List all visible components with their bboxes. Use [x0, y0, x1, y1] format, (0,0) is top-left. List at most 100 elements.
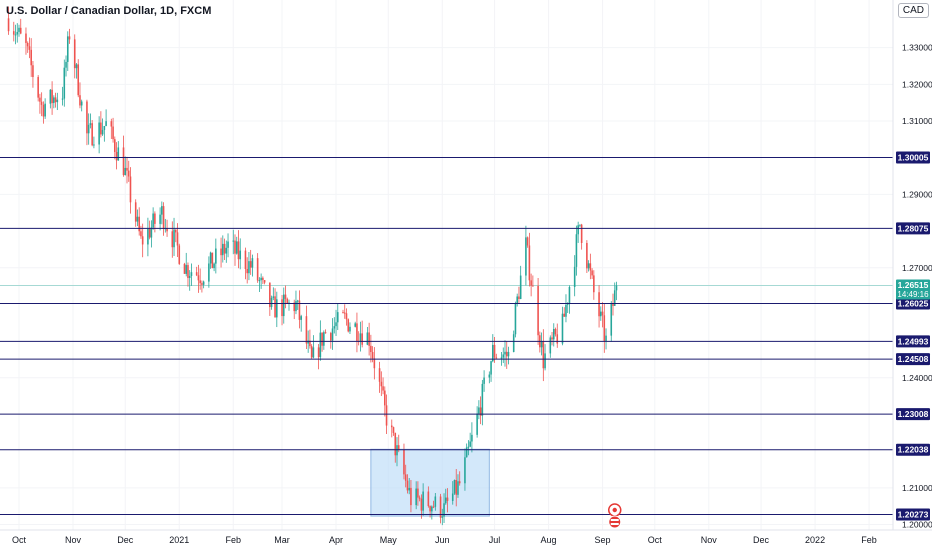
candle-body	[418, 497, 421, 499]
level-label-bg	[896, 353, 930, 366]
candle-down	[32, 60, 34, 88]
candle-up	[63, 59, 66, 107]
candle-down	[134, 199, 137, 227]
candle-body	[14, 34, 17, 36]
candle-down	[195, 266, 198, 277]
candle-up	[568, 285, 571, 314]
candle-up	[481, 379, 484, 426]
candle-body	[222, 243, 224, 256]
candle-up	[504, 340, 506, 367]
flag-event-icon[interactable]	[608, 515, 622, 529]
candle-body	[361, 333, 363, 345]
candle-body	[262, 277, 264, 281]
candle-down	[211, 252, 214, 269]
event-icon-flag-circle	[608, 515, 622, 529]
candle-body	[479, 407, 482, 416]
level-label-text: 1.24993	[898, 336, 929, 346]
candle-up	[105, 109, 107, 127]
candle-down	[7, 6, 10, 35]
candle-up	[490, 360, 492, 382]
candle-down	[601, 302, 604, 328]
candle-down	[187, 262, 189, 287]
candle-body	[173, 229, 175, 248]
candle-up	[159, 207, 161, 231]
price-axis[interactable]: 1.33000 1.32000 1.31000 1.29000 1.27000 1.240…	[892, 0, 932, 530]
candle-down	[223, 238, 226, 260]
candle-body	[272, 296, 275, 298]
level-price-label: 1.30005	[896, 151, 930, 164]
candle-down	[220, 237, 222, 268]
x-tick-label: Oct	[648, 535, 663, 545]
x-tick-label: Aug	[541, 535, 557, 545]
candle-up	[248, 252, 250, 281]
candle-up	[49, 89, 52, 109]
countdown-text: 14:49:16	[897, 290, 929, 299]
candle-up	[615, 281, 618, 301]
candle-down	[446, 488, 449, 513]
economic-event-icon[interactable]	[607, 503, 622, 517]
x-tick-label: 2021	[169, 535, 189, 545]
candle-down	[174, 229, 177, 243]
candle-body	[211, 252, 214, 269]
candle-up	[270, 295, 273, 310]
candle-body	[530, 280, 532, 286]
candle-up	[136, 209, 139, 227]
candle-body	[514, 303, 517, 335]
candle-body	[171, 231, 174, 248]
candle-body	[18, 27, 20, 32]
candle-down	[25, 27, 27, 55]
demand-zone-box	[370, 448, 490, 517]
candle-body	[197, 275, 200, 281]
candle-body	[408, 487, 410, 491]
candle-body	[152, 213, 154, 228]
candle-body	[349, 326, 351, 332]
level-label-text: 1.23008	[898, 409, 929, 419]
candle-up	[561, 306, 564, 346]
candle-body	[284, 294, 287, 299]
candle-up	[173, 217, 175, 256]
time-axis[interactable]: Oct Nov Dec 2021 Feb Mar Apr May Jun Jul Aug Sep Oct…	[0, 529, 932, 545]
candle-body	[589, 263, 592, 271]
candle-down	[380, 371, 383, 397]
y-tick-label: 1.21000	[902, 483, 932, 493]
candle-down	[330, 331, 332, 349]
candle-body	[199, 280, 201, 284]
candle-up	[300, 314, 302, 332]
candle-body	[556, 334, 559, 344]
candle-up	[152, 207, 154, 230]
candle-body	[136, 216, 139, 222]
candle-body	[309, 340, 311, 347]
candle-body	[356, 323, 358, 342]
candle-body	[66, 36, 69, 62]
candle-up	[441, 508, 444, 526]
candle-body	[141, 236, 144, 245]
candle-body	[161, 206, 163, 215]
candle-body	[307, 340, 309, 344]
candle-up	[349, 322, 351, 334]
candle-up	[75, 62, 78, 79]
currency-badge[interactable]: CAD	[897, 3, 929, 18]
candle-body	[518, 296, 520, 299]
x-tick-label: Nov	[701, 535, 718, 545]
candle-down	[234, 234, 236, 266]
candle-up	[208, 256, 210, 288]
candle-down	[384, 386, 386, 417]
candle-up	[213, 262, 215, 272]
candle-body	[525, 237, 527, 276]
candle-body	[370, 345, 372, 353]
candle-down	[246, 257, 248, 284]
event-markers[interactable]	[607, 503, 622, 529]
level-label-text: 1.24508	[898, 354, 929, 364]
y-tick-label: 1.31000	[902, 116, 932, 126]
candle-body	[385, 405, 388, 426]
candle-body	[563, 313, 566, 317]
candle-body	[188, 275, 191, 278]
candle-up	[408, 477, 410, 495]
candle-body	[323, 332, 325, 346]
candle-body	[359, 333, 362, 342]
candle-up	[492, 334, 494, 363]
candle-down	[598, 285, 600, 328]
candle-down	[138, 207, 140, 236]
candle-up	[53, 95, 55, 109]
